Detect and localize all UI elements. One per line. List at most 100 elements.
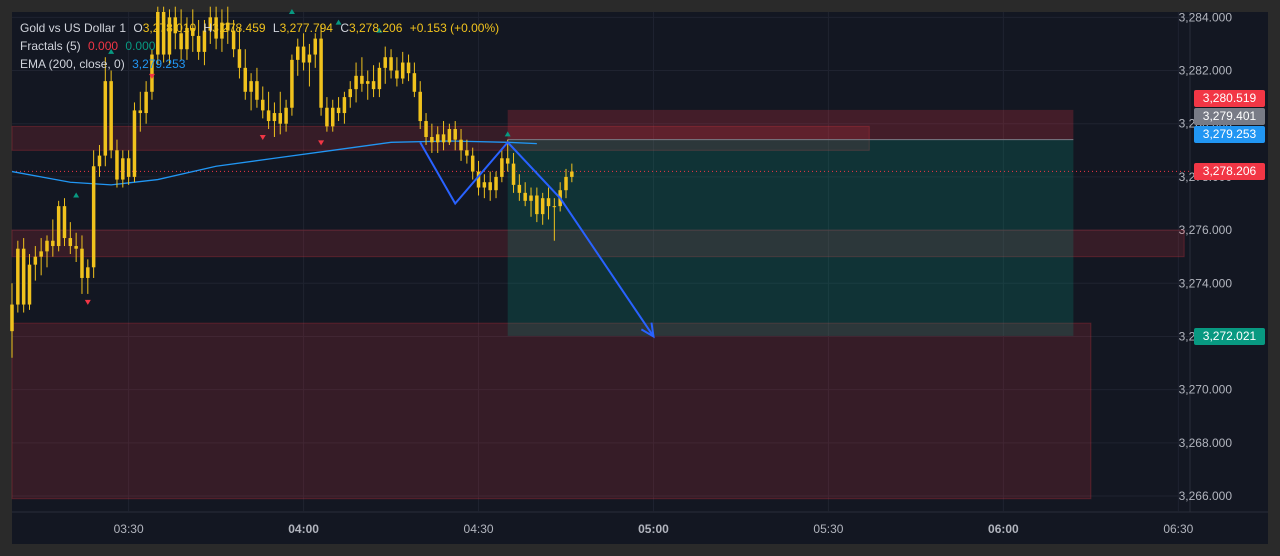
candle-body [179,33,183,50]
candle-body [261,99,265,111]
candle-body [249,81,253,92]
legend-symbol-row[interactable]: Gold vs US Dollar 1 O3,278.010 H3,278.459… [20,20,503,36]
candle-body [86,267,90,278]
price-axis-tick-label: 3,270.000 [1179,383,1233,397]
projection-arrowhead [640,322,655,339]
time-axis-tick-label: 03:30 [114,522,144,536]
legend-ema-row[interactable]: EMA (200, close, 0) 3,279.253 [20,56,189,72]
fractal-up-marker [376,27,383,33]
price-axis-tick-label: 3,268.000 [1179,436,1233,450]
supply-zone [11,229,1185,258]
candle-body [144,91,148,114]
candle-body [196,35,201,52]
price-tag-grey-level: 3,279.401 [1194,107,1265,125]
candle-body [68,238,73,247]
candle-body [348,89,352,98]
candle-body [290,59,294,108]
candle-body [39,251,43,257]
candle-body [424,121,428,137]
fractals-up-value: 0.000 [88,39,119,53]
candle-body [336,107,341,114]
candle-body [389,57,393,71]
position-stop-area [507,109,1074,140]
candle-body [237,49,242,68]
candle-body [319,38,323,108]
ema-label: EMA (200, close, 0) [20,57,125,71]
change-value: +0.153 (+0.00%) [409,21,500,35]
fractals-down-value: 0.000 [125,39,156,53]
candle-body [185,27,189,50]
candle-body [511,163,516,185]
candle-body [91,166,96,268]
candle-body [523,192,527,201]
time-axis-tick-label: 04:30 [464,522,494,536]
candle-body [453,129,457,140]
candle-body [231,30,236,50]
fractal-down-marker [259,135,266,140]
candle-body [80,248,84,278]
candle-body [459,139,463,151]
fractal-down-marker [84,299,91,305]
candle-body [226,22,230,31]
candle-body [97,155,102,167]
open-value: 3,278.010 [142,21,197,35]
candle-body [109,81,113,151]
fractal-up-marker [108,48,115,54]
candle-body [500,158,504,177]
fractal-up-marker [504,131,511,137]
candle-body [156,12,160,55]
candle-body [132,110,137,177]
candle-body [138,110,143,114]
candle-body [529,195,533,201]
candle-body [202,30,207,52]
candle-body [377,67,382,90]
candle-body [505,158,510,164]
candle-body [243,67,248,92]
close-label: C [340,21,349,35]
candle-body [383,57,387,68]
projection-path [419,140,655,338]
fractals-label: Fractals (5) [20,39,81,53]
candle-body [447,129,452,143]
time-axis-tick-label: 05:30 [813,522,843,536]
candle-body [103,81,108,156]
legend-fractals-row[interactable]: Fractals (5) 0.000 0.000 [20,38,159,54]
candle-body [150,54,154,92]
price-axis-tick-label: 3,274.000 [1179,276,1233,290]
candle-body [371,81,376,90]
candle-body [74,246,78,249]
high-label: H [203,21,213,35]
candle-body [546,198,551,207]
candle-body [430,137,434,143]
candle-body [167,17,172,55]
time-axis-tick-label: 04:00 [288,522,319,536]
candle-body [51,240,55,247]
price-tag-last: 3,278.206 [1194,163,1265,181]
price-axis-tick-label: 3,282.000 [1179,64,1233,78]
candle-body [564,176,568,191]
supply-zone [11,125,870,151]
candle-body [441,134,446,143]
high-value: 3,278.459 [212,21,266,35]
candle-body [56,206,61,247]
price-tag-ema: 3,279.253 [1194,125,1265,143]
price-tag-zone-top: 3,280.519 [1194,89,1265,107]
candle-body [400,62,405,79]
candle-body [255,81,259,100]
symbol-name: Gold vs US Dollar [20,21,116,35]
candle-body [482,182,487,188]
price-axis-tick-label: 3,276.000 [1179,223,1233,237]
low-value: 3,277.794 [279,21,333,35]
candle-body [488,182,492,191]
candle-body [570,171,574,177]
price-axis-tick-label: 3,266.000 [1179,489,1233,503]
price-tag-target: 3,272.021 [1194,327,1265,345]
candle-body [301,46,306,63]
ema-value: 3,279.253 [132,57,186,71]
candle-body [191,27,195,36]
candle-body [214,17,218,39]
candle-body [354,75,358,90]
candle-body [360,75,364,84]
